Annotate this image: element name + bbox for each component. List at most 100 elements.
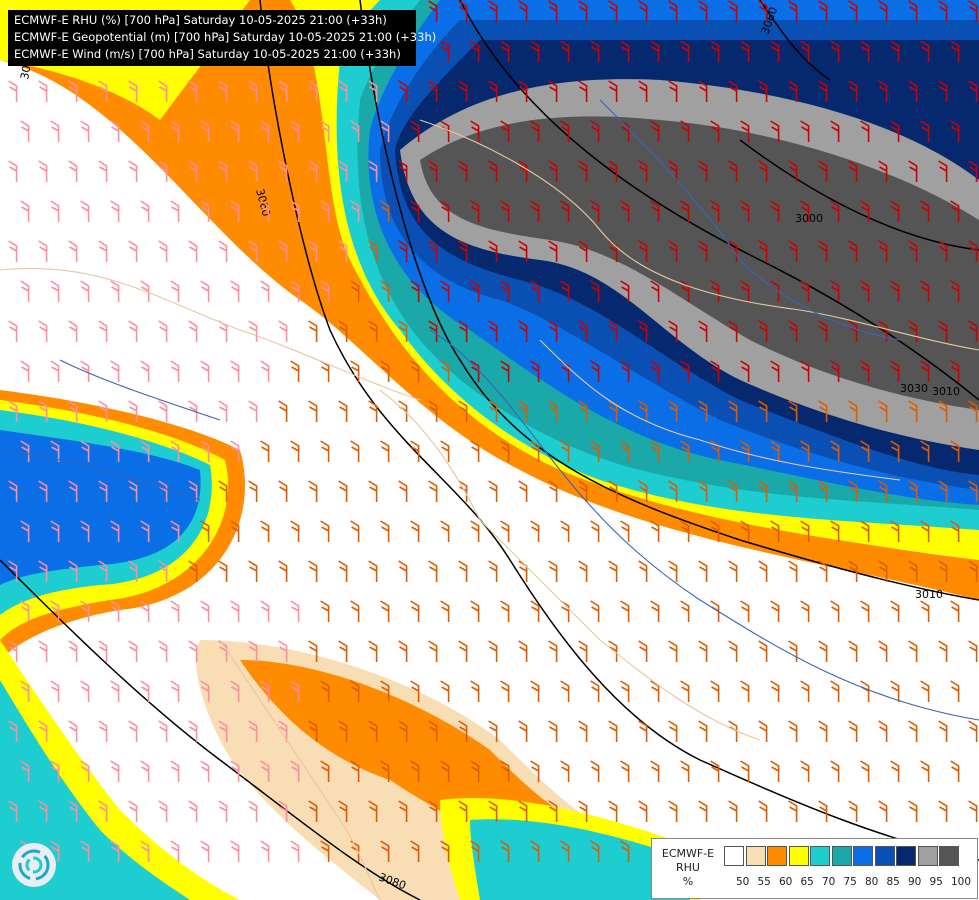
wind-barb	[278, 480, 288, 502]
wind-barb	[308, 480, 318, 502]
wind-barb	[500, 840, 510, 862]
wind-barb	[248, 240, 258, 262]
legend-swatches	[724, 846, 961, 866]
wind-barb	[290, 120, 300, 142]
wind-barb	[920, 760, 930, 782]
wind-barb	[938, 400, 948, 422]
wind-barb	[848, 720, 858, 742]
contour-label: 3030	[900, 382, 928, 395]
wind-barb	[740, 40, 750, 62]
wind-barb	[50, 520, 60, 542]
wind-barb	[950, 760, 960, 782]
wind-barb	[578, 0, 588, 22]
wind-barb	[308, 800, 318, 822]
wind-barb	[920, 440, 930, 462]
wind-barb	[500, 680, 510, 702]
wind-barb	[698, 720, 708, 742]
wind-barb	[938, 320, 948, 342]
wind-barb	[638, 160, 648, 182]
wind-barb	[818, 0, 828, 22]
wind-barb	[668, 0, 678, 22]
map-boundary-line	[429, 329, 979, 721]
country-borders	[0, 99, 979, 900]
wind-barb	[770, 360, 780, 382]
wind-barb	[758, 320, 768, 342]
wind-barb	[488, 240, 498, 262]
wind-barb	[38, 560, 48, 582]
wind-barb	[128, 480, 138, 502]
wind-barb	[680, 520, 690, 542]
rhu-band-80	[0, 430, 201, 585]
wind-barb	[890, 360, 900, 382]
wind-barb	[590, 40, 600, 62]
wind-barb	[350, 200, 360, 222]
wind-barb	[890, 600, 900, 622]
wind-barb	[248, 400, 258, 422]
wind-barb	[338, 160, 348, 182]
wind-barb	[698, 320, 708, 342]
wind-barb	[710, 280, 720, 302]
wind-barb	[248, 720, 258, 742]
wind-barb	[458, 400, 468, 422]
wind-barb	[68, 720, 78, 742]
wind-barb	[428, 400, 438, 422]
wind-barb	[8, 240, 18, 262]
wind-barb	[140, 280, 150, 302]
legend-tick-label: 90	[908, 876, 922, 888]
wind-barb	[620, 200, 630, 222]
wind-barb	[230, 760, 240, 782]
wind-barb	[98, 720, 108, 742]
wind-barb	[920, 360, 930, 382]
wind-barb	[620, 120, 630, 142]
wind-barb	[428, 320, 438, 342]
wind-barb	[128, 160, 138, 182]
wind-barb	[290, 600, 300, 622]
wind-barb	[428, 560, 438, 582]
legend-model: ECMWF-E	[661, 847, 715, 860]
wind-barb	[590, 280, 600, 302]
wind-barb	[260, 440, 270, 462]
map-boundary-line	[219, 639, 381, 900]
wind-barb	[788, 240, 798, 262]
wind-barb	[800, 760, 810, 782]
wind-barb	[20, 760, 30, 782]
wind-barb	[488, 480, 498, 502]
wind-barb	[608, 640, 618, 662]
wind-barb	[260, 360, 270, 382]
wind-barb	[848, 800, 858, 822]
legend-tick-label: 100	[951, 876, 972, 888]
wind-barb	[860, 200, 870, 222]
wind-barb	[500, 200, 510, 222]
wind-barb	[578, 720, 588, 742]
map-boundary-line	[379, 389, 761, 741]
wind-barb	[608, 560, 618, 582]
wind-barb	[128, 720, 138, 742]
rhu-band-100	[420, 116, 979, 411]
wind-barb	[590, 600, 600, 622]
wind-barb	[608, 400, 618, 422]
wind-barb	[428, 480, 438, 502]
wind-barb	[548, 320, 558, 342]
wind-barb	[908, 160, 918, 182]
wind-barb	[500, 520, 510, 542]
wind-barb	[548, 400, 558, 422]
wind-barb	[290, 760, 300, 782]
legend-swatch	[724, 846, 744, 866]
wind-barb	[818, 640, 828, 662]
rhu-band-70	[470, 819, 690, 900]
wind-barb	[200, 360, 210, 382]
wind-barb	[668, 160, 678, 182]
wind-barb	[830, 360, 840, 382]
wind-barb	[710, 120, 720, 142]
wind-barb	[188, 800, 198, 822]
wind-barb	[578, 320, 588, 342]
wind-barb	[950, 600, 960, 622]
wind-barb	[230, 840, 240, 862]
wind-barb	[188, 240, 198, 262]
legend-swatch	[939, 846, 959, 866]
wind-barb	[938, 560, 948, 582]
wind-barb	[938, 640, 948, 662]
wind-barb	[140, 120, 150, 142]
wind-barb	[530, 840, 540, 862]
